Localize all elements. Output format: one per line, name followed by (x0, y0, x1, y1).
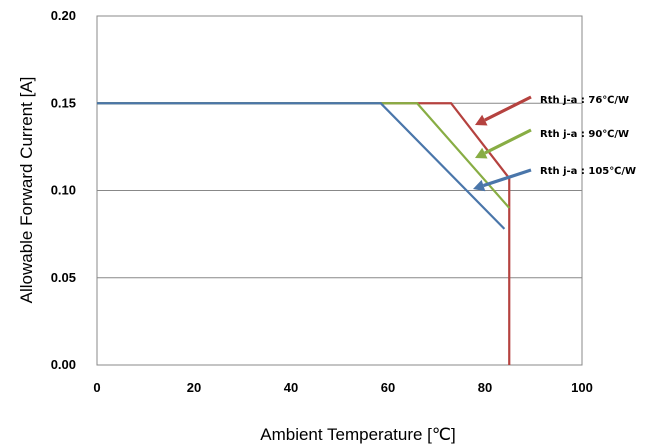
y-tick-labels: 0.00 0.05 0.10 0.15 0.20 (51, 8, 76, 372)
series-annotation-label: Rth j-a : 76℃/W (540, 95, 629, 106)
annotation-arrow-shaft (482, 168, 532, 188)
x-tick-label: 20 (187, 380, 201, 395)
x-tick-label: 40 (284, 380, 298, 395)
x-tick-labels: 0 20 40 60 80 100 (93, 380, 592, 395)
y-tick-label: 0.20 (51, 8, 76, 23)
x-tick-label: 0 (93, 380, 100, 395)
x-tick-label: 60 (381, 380, 395, 395)
annotation-labels: Rth j-a : 76℃/W Rth j-a : 90℃/W Rth j-a : … (540, 95, 636, 177)
y-tick-label: 0.05 (51, 270, 76, 285)
series-line-3 (97, 102, 506, 230)
y-tick-label: 0.00 (51, 357, 76, 372)
annotation-arrow-head (473, 179, 486, 192)
annotation-arrow-head (475, 114, 488, 126)
series-line-2 (97, 102, 511, 209)
y-tick-label: 0.10 (51, 183, 76, 198)
x-axis-label: Ambient Temperature [℃] (260, 425, 455, 444)
series-line-1 (97, 102, 511, 365)
x-tick-label: 80 (478, 380, 492, 395)
series-annotation-label: Rth j-a : 90℃/W (540, 129, 629, 140)
y-tick-label: 0.15 (51, 95, 76, 110)
annotation-arrow-shaft (484, 128, 532, 155)
series-annotation-label: Rth j-a : 105℃/W (540, 166, 636, 177)
plot-frame (96, 15, 583, 366)
annotation-arrow-shaft (484, 95, 532, 122)
annotation-arrow-head (475, 147, 488, 159)
annotation-arrows (473, 95, 532, 192)
series-lines (97, 102, 511, 365)
x-tick-label: 100 (571, 380, 593, 395)
y-axis-label: Allowable Forward Current [A] (17, 77, 36, 304)
